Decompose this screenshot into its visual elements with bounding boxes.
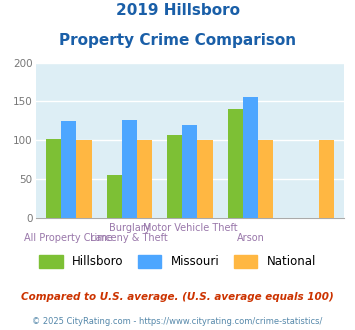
Text: All Property Crime: All Property Crime	[24, 233, 113, 243]
Legend: Hillsboro, Missouri, National: Hillsboro, Missouri, National	[39, 255, 316, 268]
Bar	[46, 139, 61, 218]
Bar	[167, 135, 182, 218]
Text: Arson: Arson	[236, 233, 264, 243]
Bar	[137, 140, 152, 218]
Text: © 2025 CityRating.com - https://www.cityrating.com/crime-statistics/: © 2025 CityRating.com - https://www.city…	[32, 317, 323, 326]
Bar	[319, 140, 334, 218]
Text: Motor Vehicle Theft: Motor Vehicle Theft	[143, 223, 237, 233]
Text: Burglary: Burglary	[109, 223, 150, 233]
Bar	[122, 120, 137, 218]
Text: Property Crime Comparison: Property Crime Comparison	[59, 33, 296, 48]
Text: 2019 Hillsboro: 2019 Hillsboro	[115, 3, 240, 18]
Bar	[76, 140, 92, 218]
Bar	[106, 175, 122, 218]
Text: Compared to U.S. average. (U.S. average equals 100): Compared to U.S. average. (U.S. average …	[21, 292, 334, 302]
Bar	[228, 109, 243, 218]
Bar	[182, 125, 197, 218]
Bar	[61, 121, 76, 218]
Bar	[243, 97, 258, 218]
Bar	[197, 140, 213, 218]
Bar	[258, 140, 273, 218]
Text: Larceny & Theft: Larceny & Theft	[91, 233, 168, 243]
